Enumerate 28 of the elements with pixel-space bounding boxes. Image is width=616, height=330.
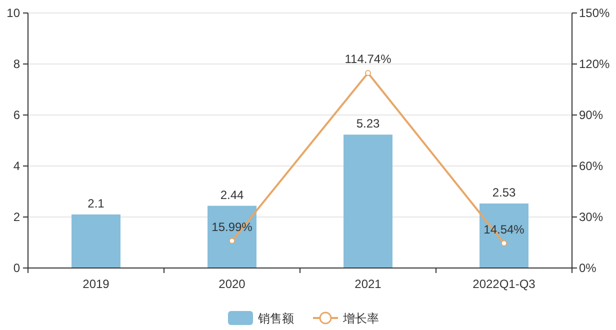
data-label: 114.74% (344, 52, 392, 66)
y-tick-label: 2 (13, 210, 20, 224)
x-tick-label: 2021 (354, 277, 382, 291)
data-label: 2.44 (220, 188, 244, 202)
bar (344, 134, 392, 268)
y-tick-label: 8 (13, 57, 20, 71)
data-label: 2.53 (492, 185, 516, 200)
y-tick-label: 4 (13, 159, 20, 173)
bar (72, 214, 120, 268)
y-tick-label: 0 (13, 261, 20, 275)
y2-tick-label: 120% (579, 57, 610, 71)
y-tick-label: 6 (13, 108, 20, 122)
point (365, 70, 371, 76)
x-tick-label: 2019 (82, 277, 110, 291)
legend-label: 增长率 (342, 312, 379, 326)
x-tick-label: 2022Q1-Q3 (472, 277, 536, 291)
legend-label: 销售额 (257, 312, 294, 326)
point (501, 240, 507, 246)
y2-tick-label: 30% (579, 210, 604, 224)
y2-tick-label: 0% (579, 261, 597, 275)
point (229, 238, 235, 244)
x-tick-label: 2020 (218, 277, 246, 291)
y-tick-label: 10 (6, 6, 20, 20)
data-label: 5.23 (356, 116, 380, 131)
y2-tick-label: 90% (579, 108, 604, 122)
y2-tick-label: 60% (579, 159, 604, 173)
y2-tick-label: 150% (579, 6, 610, 20)
data-label: 2.1 (88, 196, 105, 210)
